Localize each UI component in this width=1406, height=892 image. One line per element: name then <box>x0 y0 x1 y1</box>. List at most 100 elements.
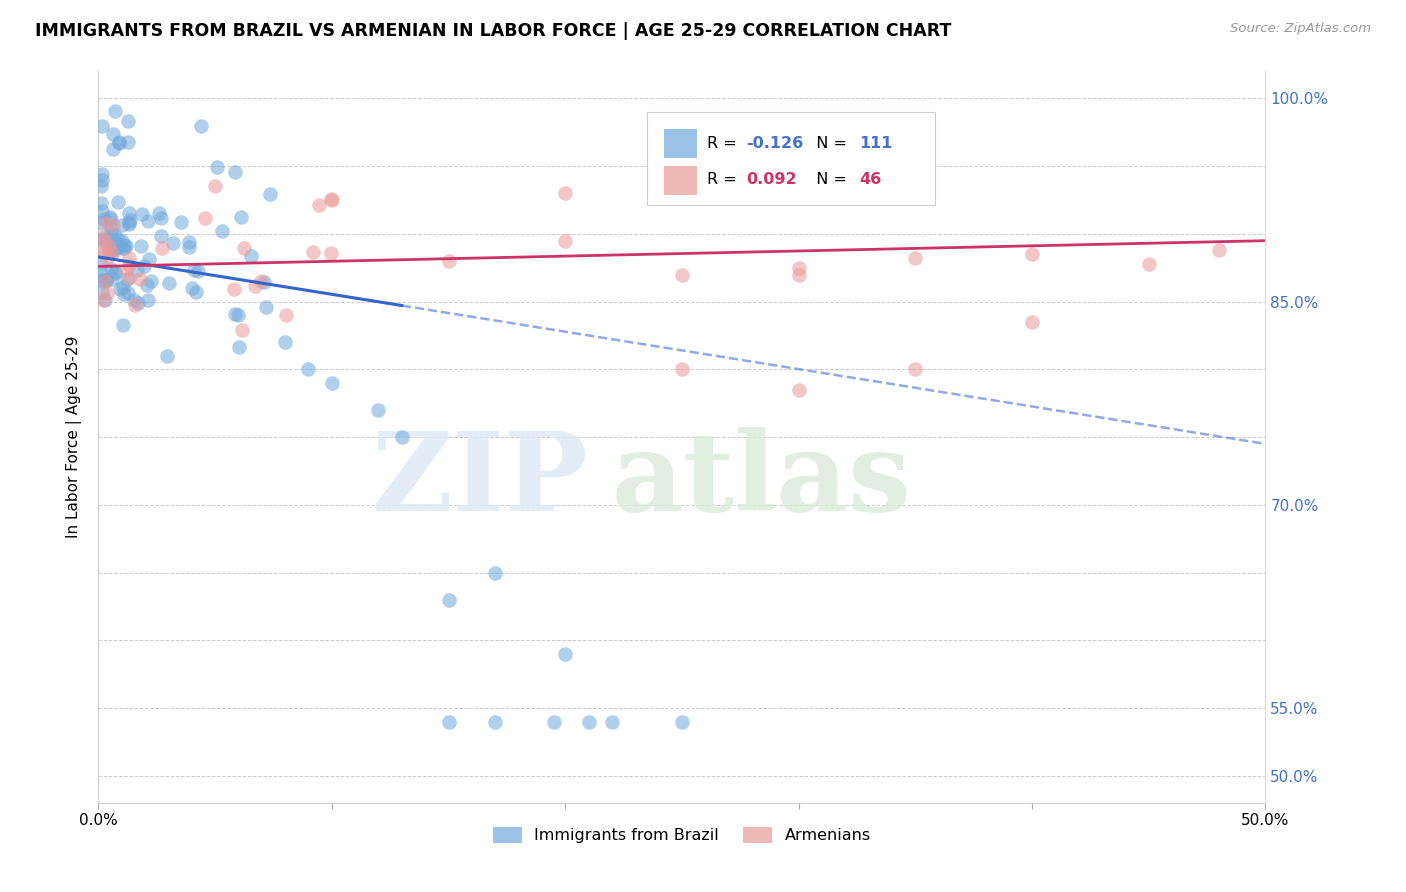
Point <box>132 260 155 274</box>
Text: R =: R = <box>707 136 742 152</box>
Point <box>117 285 139 300</box>
Point <box>90 204 112 219</box>
Point <box>904 252 927 266</box>
Point <box>308 198 330 212</box>
Point <box>108 282 131 296</box>
Point <box>152 241 174 255</box>
Point <box>554 647 576 661</box>
Point <box>114 263 136 277</box>
Point <box>100 261 122 276</box>
Point <box>122 293 145 308</box>
Text: 0.092: 0.092 <box>747 172 797 187</box>
Point <box>484 714 506 729</box>
Point <box>136 277 159 292</box>
Text: -0.126: -0.126 <box>747 136 804 152</box>
Point <box>98 210 121 224</box>
Point <box>101 244 124 259</box>
Point <box>96 216 118 230</box>
Point <box>224 165 246 179</box>
Point <box>117 113 139 128</box>
Point <box>91 167 114 181</box>
Point <box>252 275 274 289</box>
Point <box>101 271 124 285</box>
Point <box>228 308 250 322</box>
Text: atlas: atlas <box>612 427 911 534</box>
Point <box>101 127 124 141</box>
Point <box>90 271 112 285</box>
Point <box>91 119 114 133</box>
Point <box>98 244 121 259</box>
Point <box>90 172 112 186</box>
Point <box>98 211 121 226</box>
Point <box>103 227 125 242</box>
Text: 46: 46 <box>859 172 882 187</box>
Point <box>112 238 135 252</box>
Point <box>180 281 202 295</box>
Point <box>90 195 112 210</box>
Point <box>671 268 693 282</box>
Point <box>125 262 148 277</box>
Point <box>111 218 134 232</box>
Point <box>484 566 506 580</box>
Point <box>104 236 127 251</box>
Point <box>101 142 124 156</box>
Point <box>100 220 122 235</box>
Point <box>367 403 389 417</box>
Point <box>149 229 172 244</box>
Point <box>437 714 460 729</box>
Point <box>94 273 117 287</box>
Point <box>297 362 319 376</box>
Point <box>184 285 207 300</box>
Point <box>187 263 209 277</box>
Point <box>1021 315 1043 329</box>
Point <box>91 274 114 288</box>
Text: ZIP: ZIP <box>371 427 589 534</box>
Point <box>177 240 200 254</box>
Point <box>156 349 179 363</box>
Point <box>671 714 693 729</box>
Point <box>554 234 576 248</box>
Point <box>118 259 141 273</box>
Point <box>239 249 262 263</box>
Point <box>211 223 233 237</box>
Point <box>111 241 134 255</box>
Point <box>207 161 229 175</box>
Point <box>94 274 117 288</box>
Point <box>787 268 810 282</box>
Point <box>157 276 180 290</box>
Point <box>107 194 129 209</box>
Point <box>117 251 139 265</box>
Point <box>162 236 184 251</box>
Point <box>96 235 118 250</box>
Point <box>179 235 201 249</box>
Point <box>139 274 162 288</box>
Point <box>93 246 115 260</box>
Point <box>437 254 460 268</box>
Point <box>120 212 142 227</box>
Point <box>194 211 217 226</box>
Point <box>118 271 141 285</box>
Point <box>96 251 118 265</box>
Point <box>103 218 125 232</box>
Point <box>224 307 246 321</box>
Point <box>104 104 127 119</box>
Point <box>131 206 153 220</box>
Point <box>90 233 112 247</box>
Text: Source: ZipAtlas.com: Source: ZipAtlas.com <box>1230 22 1371 36</box>
Point <box>138 252 160 266</box>
Point <box>259 186 281 201</box>
Point <box>1208 243 1230 257</box>
Point <box>1021 247 1043 261</box>
Point <box>321 193 343 207</box>
Point <box>787 260 810 275</box>
Point <box>228 340 250 354</box>
Text: N =: N = <box>806 136 852 152</box>
Point <box>107 240 129 254</box>
Point <box>302 245 325 260</box>
Point <box>107 232 129 246</box>
Point <box>118 215 141 229</box>
Point <box>183 262 205 277</box>
Point <box>118 206 141 220</box>
Point <box>108 135 131 149</box>
Y-axis label: In Labor Force | Age 25-29: In Labor Force | Age 25-29 <box>66 336 83 538</box>
